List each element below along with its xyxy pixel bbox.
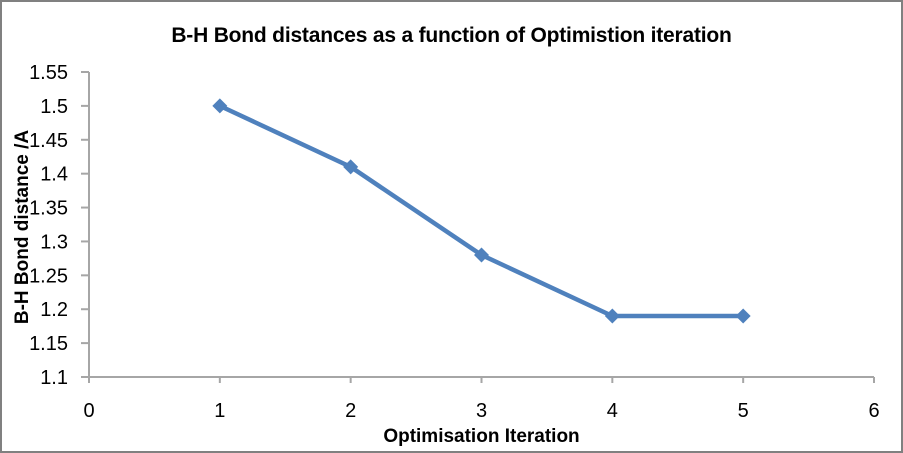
x-tick-label: 0 [83, 400, 94, 422]
x-tick-label: 1 [214, 400, 225, 422]
data-point-marker [212, 98, 228, 114]
y-tick-label: 1.35 [29, 198, 68, 220]
data-point-marker [604, 308, 620, 324]
y-tick-label: 1.3 [40, 231, 68, 253]
y-tick-label: 1.5 [40, 96, 68, 118]
x-tick-label: 6 [868, 400, 879, 422]
y-tick-label: 1.4 [40, 164, 68, 186]
x-tick-label: 3 [476, 400, 487, 422]
y-tick-label: 1.15 [29, 333, 68, 355]
y-tick-label: 1.55 [29, 62, 68, 84]
data-series-line [217, 103, 746, 319]
x-axis-title: Optimisation Iteration [383, 426, 580, 447]
y-tick-label: 1.2 [40, 299, 68, 321]
y-tick-label: 1.45 [29, 130, 68, 152]
x-tick-label: 5 [738, 400, 749, 422]
x-tick-label: 4 [607, 400, 618, 422]
chart-title: B-H Bond distances as a function of Opti… [171, 24, 732, 47]
x-tick-label: 2 [345, 400, 356, 422]
data-point-marker [474, 247, 489, 263]
y-tick-label: 1.25 [29, 265, 68, 287]
data-point-marker [735, 308, 751, 324]
data-point-marker [343, 159, 359, 175]
y-tick-label: 1.1 [40, 367, 68, 389]
